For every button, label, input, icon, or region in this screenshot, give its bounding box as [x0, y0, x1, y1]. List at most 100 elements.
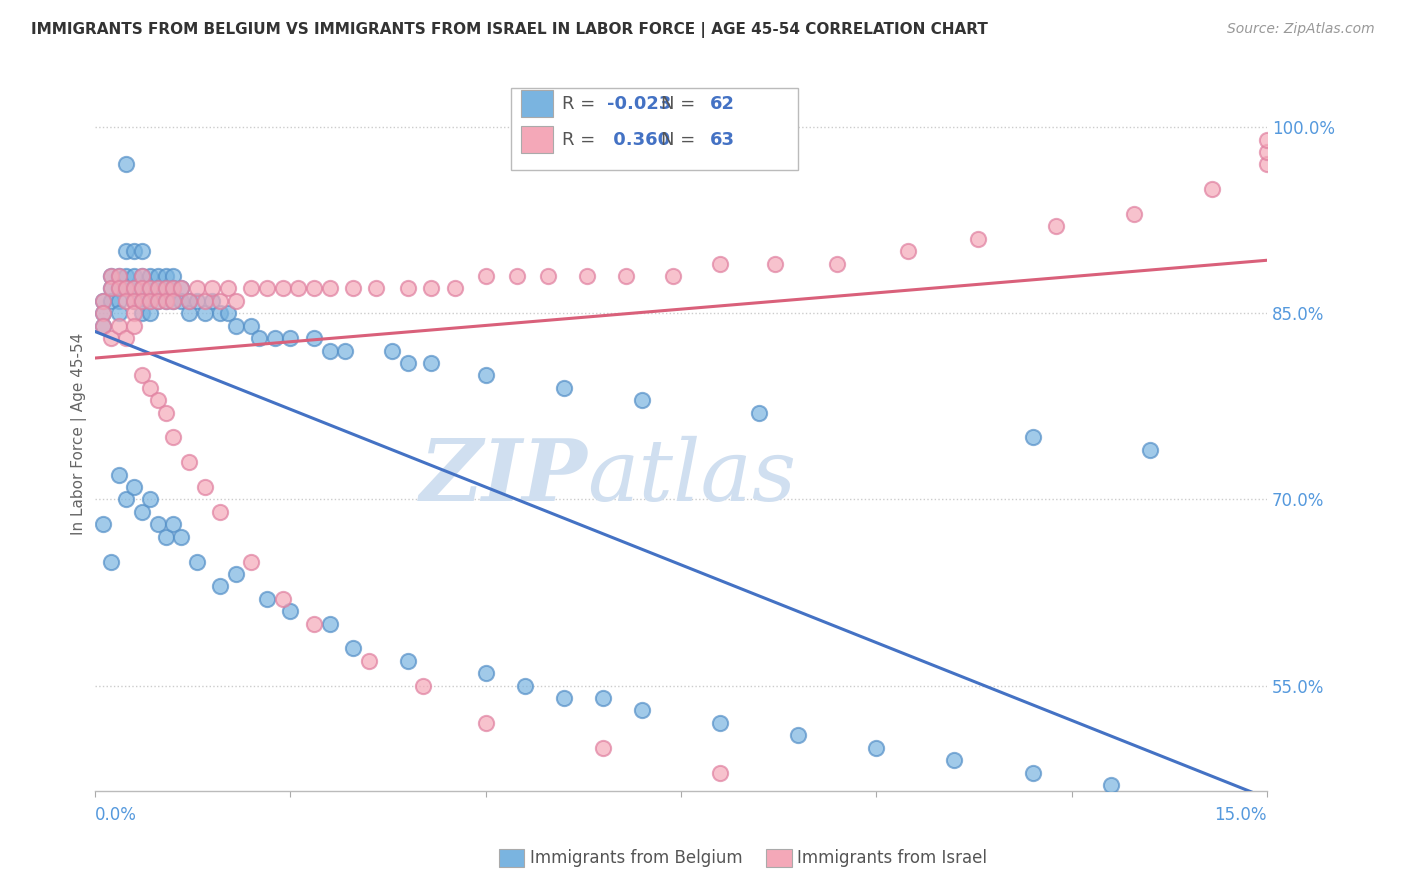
Point	[576, 268, 599, 283]
Point	[162, 293, 184, 308]
Point	[217, 306, 239, 320]
Point	[100, 293, 122, 308]
Point	[280, 604, 302, 618]
Point	[100, 268, 122, 283]
Point	[91, 318, 114, 333]
Point	[943, 753, 966, 767]
Point	[131, 268, 153, 283]
Point	[146, 281, 169, 295]
Point	[107, 268, 129, 283]
Point	[155, 281, 177, 295]
Point	[177, 293, 200, 308]
Point	[131, 505, 153, 519]
Point	[366, 281, 388, 295]
Point	[897, 244, 920, 259]
Point	[186, 281, 208, 295]
Point	[131, 281, 153, 295]
Point	[162, 293, 184, 308]
Point	[787, 728, 810, 742]
Point	[107, 306, 129, 320]
Point	[177, 306, 200, 320]
Point	[271, 591, 294, 606]
Point	[342, 641, 364, 656]
Point	[162, 430, 184, 444]
Point	[280, 331, 302, 345]
Point	[763, 257, 786, 271]
Point	[115, 281, 138, 295]
Point	[748, 406, 770, 420]
Point	[209, 505, 232, 519]
Point	[287, 281, 309, 295]
Point	[155, 406, 177, 420]
Point	[475, 715, 498, 730]
Point	[240, 281, 263, 295]
Point	[827, 257, 849, 271]
Point	[162, 517, 184, 532]
Point	[100, 281, 122, 295]
Point	[91, 517, 114, 532]
Text: 0.360: 0.360	[607, 130, 671, 149]
Text: -0.023: -0.023	[607, 95, 672, 113]
Point	[537, 268, 560, 283]
Point	[170, 281, 193, 295]
Point	[186, 555, 208, 569]
Point	[193, 306, 215, 320]
Text: Source: ZipAtlas.com: Source: ZipAtlas.com	[1227, 22, 1375, 37]
Point	[107, 318, 129, 333]
Point	[170, 281, 193, 295]
FancyBboxPatch shape	[512, 88, 799, 170]
Point	[131, 306, 153, 320]
Point	[170, 530, 193, 544]
Point	[263, 331, 285, 345]
Point	[709, 765, 731, 780]
Point	[91, 306, 114, 320]
Point	[122, 281, 145, 295]
Point	[256, 591, 278, 606]
Point	[139, 293, 162, 308]
Text: R =: R =	[561, 130, 600, 149]
Point	[131, 281, 153, 295]
Point	[122, 306, 145, 320]
Point	[139, 306, 162, 320]
Point	[155, 281, 177, 295]
Point	[1256, 157, 1278, 171]
Point	[155, 268, 177, 283]
Point	[146, 293, 169, 308]
Point	[193, 293, 215, 308]
Point	[177, 455, 200, 469]
Point	[115, 492, 138, 507]
Text: 63: 63	[710, 130, 735, 149]
Point	[357, 654, 380, 668]
Point	[592, 691, 614, 706]
Point	[115, 157, 138, 171]
Text: 15.0%: 15.0%	[1215, 806, 1267, 824]
Point	[91, 293, 114, 308]
Point	[412, 679, 434, 693]
Point	[91, 318, 114, 333]
Point	[592, 740, 614, 755]
Text: N =: N =	[661, 95, 702, 113]
Point	[107, 281, 129, 295]
Point	[1256, 132, 1278, 146]
Point	[131, 268, 153, 283]
Point	[122, 293, 145, 308]
Point	[662, 268, 685, 283]
Point	[131, 293, 153, 308]
Point	[420, 356, 443, 370]
Point	[107, 293, 129, 308]
Point	[170, 293, 193, 308]
Text: R =: R =	[561, 95, 600, 113]
Point	[247, 331, 270, 345]
Point	[122, 268, 145, 283]
Point	[201, 293, 224, 308]
Text: IMMIGRANTS FROM BELGIUM VS IMMIGRANTS FROM ISRAEL IN LABOR FORCE | AGE 45-54 COR: IMMIGRANTS FROM BELGIUM VS IMMIGRANTS FR…	[31, 22, 988, 38]
Point	[100, 331, 122, 345]
Point	[506, 268, 529, 283]
Point	[107, 268, 129, 283]
Point	[333, 343, 356, 358]
Point	[100, 555, 122, 569]
Point	[1139, 442, 1161, 457]
Point	[342, 281, 364, 295]
Point	[162, 281, 184, 295]
Point	[139, 293, 162, 308]
